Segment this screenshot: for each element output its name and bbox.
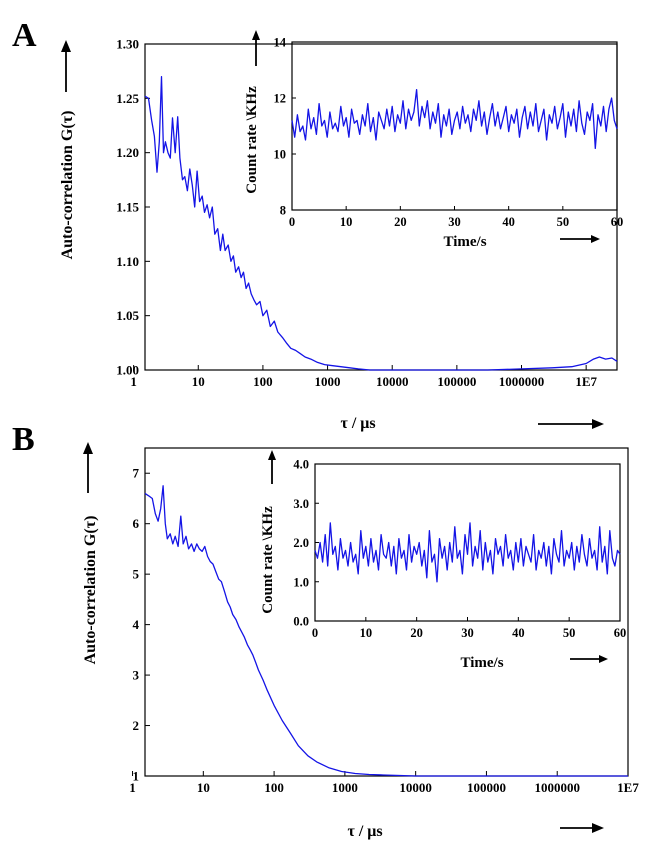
panel-a-inset-x-tick-label: 30 — [448, 215, 461, 229]
panel-b-inset-series-line — [314, 522, 621, 583]
panel-a-inset-x-axis-title: Time/s — [443, 234, 486, 250]
panel-b-x-tick-label: 100000 — [467, 780, 506, 795]
panel-a-y-tick-label: 1.25 — [116, 91, 139, 106]
panel-b-series-line — [144, 485, 628, 777]
panel-b-inset-x-axis-title: Time/s — [460, 655, 503, 671]
panel-a-inset-x-tick-label: 60 — [611, 215, 624, 229]
panel-b-inset-x-tick-label: 20 — [410, 626, 423, 640]
panel-b-x-arrow — [560, 823, 604, 833]
panel-b-inset-x-arrow — [570, 655, 608, 663]
panel-b-x-tick-label: 1000000 — [534, 780, 580, 795]
panel-a-x-tick-label: 1000 — [315, 374, 341, 389]
panel-b-y-tick-label: 2 — [133, 718, 140, 733]
panel-a-inset-x-tick-label: 0 — [289, 215, 295, 229]
panel-a-inset-x-tick-label: 50 — [557, 215, 570, 229]
panel-a-y-tick-label: 1.15 — [116, 200, 139, 215]
panel-b-x-tick-label: 10000 — [399, 780, 432, 795]
panel-a-series-line — [144, 75, 618, 371]
panel-b-x-axis-title: τ / μs — [347, 823, 382, 840]
panel-b-y-tick-label: 4 — [133, 617, 140, 632]
panel-b-x-tick-label: 10 — [197, 780, 210, 795]
panel-a-x-tick-label: 100 — [253, 374, 273, 389]
panel-a-inset-y-tick-label: 10 — [274, 148, 287, 162]
panel-b-inset-y-tick-label: 1.0 — [293, 575, 309, 589]
panel-a-y-tick-label: 1.05 — [116, 308, 139, 323]
panel-a-x-tick-label: 10 — [192, 374, 205, 389]
panel-b-letter: B — [12, 421, 35, 458]
panel-a-inset-series-line — [291, 88, 618, 150]
panel-a-inset-x-tick-label: 40 — [502, 215, 515, 229]
panel-b-inset-y-tick-label: 0.0 — [293, 615, 309, 629]
panel-a-x-tick-label: 1 — [130, 374, 137, 389]
panel-a-letter: A — [12, 17, 37, 54]
panel-b-inset-y-tick-label: 4.0 — [293, 458, 309, 472]
panel-a-inset-x-tick-label: 20 — [394, 215, 407, 229]
panel-b-inset-frame — [314, 463, 621, 622]
panel-b-x-tick-label: 100 — [264, 780, 284, 795]
panel-a-y-tick-label: 1.00 — [116, 363, 139, 378]
panel-a-x-tick-label: 1000000 — [499, 374, 545, 389]
panel-a-inset-y-tick-label: 12 — [274, 92, 287, 106]
panel-b-inset-y-tick-label: 3.0 — [293, 497, 309, 511]
panel-a-y-tick-label: 1.20 — [116, 145, 139, 160]
panel-b-y-arrow — [83, 442, 93, 493]
panel-a-x-arrow — [538, 419, 604, 429]
panel-b-inset-y-tick-label: 2.0 — [293, 536, 309, 550]
panel-a-inset-y-axis-title: Count rate \KHz — [244, 86, 260, 194]
panel-b-x-tick-label: 1000 — [332, 780, 358, 795]
panel-a-y-tick-label: 1.30 — [116, 37, 139, 52]
panel-b-plot-frame — [144, 447, 629, 777]
panel-b-inset-x-tick-label: 0 — [312, 626, 318, 640]
panel-b-inset-x-tick-label: 30 — [461, 626, 474, 640]
panel-b-inset-y-axis-title: Count rate \KHz — [260, 506, 276, 614]
panel-a-x-axis-title: τ / μs — [340, 415, 375, 432]
panel-a-axes: 1 10 100 1000 10000 100000 1000000 1E71.001.051… — [116, 37, 597, 390]
panel-a-inset-x-arrow — [560, 235, 600, 243]
panel-a: A 1 10 100 1000 10000 100000 1000000 1E71.001.0… — [12, 17, 623, 432]
panel-b-x-tick-label: 1 — [129, 780, 136, 795]
panel-b-inset-y-arrow — [268, 450, 276, 484]
panel-a-y-arrow — [61, 40, 71, 92]
panel-a-x-tick-label: 10000 — [376, 374, 409, 389]
panel-b-y-tick-label: 1 — [133, 769, 140, 784]
panel-b-inset-x-tick-label: 40 — [512, 626, 525, 640]
panel-b-inset-axes: 0 10 20 30 40 50 60 0.0 1.0 2.0 3.0 4.0 — [293, 458, 626, 641]
panel-a-inset-y-arrow — [252, 30, 260, 66]
panel-b-y-tick-label: 5 — [133, 567, 140, 582]
panel-b-y-tick-label: 3 — [133, 668, 140, 683]
panel-b-y-tick-label: 6 — [133, 516, 140, 531]
panel-a-x-tick-label: 1E7 — [575, 374, 597, 389]
panel-b-inset-x-tick-label: 10 — [360, 626, 373, 640]
panel-a-inset-x-tick-label: 10 — [340, 215, 353, 229]
panel-a-x-tick-label: 100000 — [437, 374, 476, 389]
panel-a-inset-y-tick-label: 14 — [274, 36, 287, 50]
panel-a-y-axis-title: Auto-correlation G(τ) — [59, 111, 76, 260]
panel-b: B 1 10 100 1000 10000 100000 1000000 1E71234567… — [12, 421, 639, 840]
panel-b-y-axis-title: Auto-correlation G(τ) — [82, 516, 99, 665]
panel-a-plot-frame — [144, 43, 618, 371]
panel-b-inset-x-tick-label: 60 — [614, 626, 627, 640]
panel-b-x-tick-label: 1E7 — [617, 780, 639, 795]
panel-a-inset-frame — [291, 41, 618, 211]
panel-a-y-tick-label: 1.10 — [116, 254, 139, 269]
panel-b-y-tick-label: 7 — [133, 466, 140, 481]
panel-a-inset-y-tick-label: 8 — [280, 204, 286, 218]
panel-a-inset-axes: 0 10 20 30 40 50 60 8 10 12 14 — [274, 36, 624, 230]
panel-b-inset-x-tick-label: 50 — [563, 626, 576, 640]
